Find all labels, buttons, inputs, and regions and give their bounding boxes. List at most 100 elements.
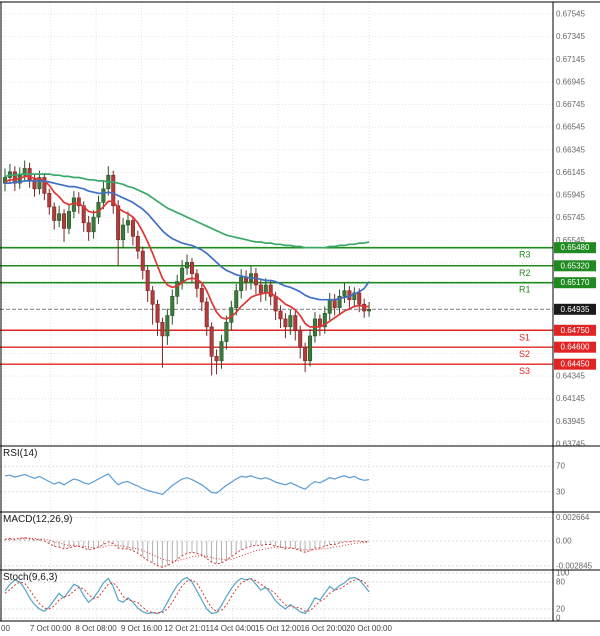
candle-body xyxy=(219,341,224,362)
candle-body xyxy=(86,222,91,233)
level-s2-badge-label: 0.64600 xyxy=(561,343,590,352)
price-tick-label: 0.66145 xyxy=(556,168,585,177)
candle-body xyxy=(150,290,155,305)
x-axis-label: 8 Oct 08:00 xyxy=(75,624,117,633)
level-r3-badge xyxy=(554,242,596,254)
x-axis-label: 20 Oct 00:00 xyxy=(346,624,392,633)
macd-panel-label: MACD(12,26,9) xyxy=(3,514,73,525)
candle-body xyxy=(57,213,62,221)
stoch-tick-label: 0 xyxy=(556,614,561,623)
level-r3-badge-label: 0.65480 xyxy=(561,243,590,252)
level-s3-badge-label: 0.64450 xyxy=(561,360,590,369)
rsi-line xyxy=(4,473,370,496)
macd-line xyxy=(4,536,370,568)
candle-body xyxy=(37,177,42,190)
candle-body xyxy=(12,171,17,184)
candle-body xyxy=(258,284,263,294)
candle-body xyxy=(204,301,209,328)
candle-body xyxy=(145,269,150,291)
support-label-s3: S3 xyxy=(519,366,530,376)
candle-body xyxy=(170,296,175,316)
stoch-tick-label: 100 xyxy=(556,569,570,578)
candle-body xyxy=(130,220,135,237)
candle-body xyxy=(209,326,214,357)
candle-body xyxy=(189,262,194,274)
macd-tick-label: 0.00 xyxy=(556,537,572,546)
price-tick-label: 0.66545 xyxy=(556,123,585,132)
candle-body xyxy=(135,236,140,252)
candle-body xyxy=(263,284,268,294)
x-axis-label: 16 Oct 20:00 xyxy=(301,624,347,633)
x-axis-label: 9 Oct 16:00 xyxy=(121,624,163,633)
resistance-label-r3: R3 xyxy=(519,250,531,260)
candle-body xyxy=(76,197,81,207)
candle-body xyxy=(22,168,27,176)
macd-tick-label: -0.002845 xyxy=(556,561,593,570)
price-tick-label: 0.65745 xyxy=(556,213,585,222)
candle-body xyxy=(322,312,327,328)
price-tick-label: 0.65945 xyxy=(556,191,585,200)
candle-body xyxy=(293,315,298,331)
level-r1-badge xyxy=(554,277,596,289)
price-tick-label: 0.64145 xyxy=(556,394,585,403)
price-tick-label: 0.66745 xyxy=(556,100,585,109)
candle-body xyxy=(47,193,52,208)
price-tick-label: 0.67345 xyxy=(556,32,585,41)
candle-body xyxy=(352,292,357,301)
stoch-tick-label: 20 xyxy=(556,605,565,614)
resistance-label-r2: R2 xyxy=(519,268,531,278)
level-r1-badge-label: 0.65170 xyxy=(561,278,590,287)
level-s3-badge xyxy=(554,358,596,370)
price-tick-label: 0.63745 xyxy=(556,439,585,448)
candle-body xyxy=(327,299,332,314)
candle-body xyxy=(121,224,126,241)
candle-body xyxy=(126,220,131,226)
level-r2-badge-label: 0.65320 xyxy=(561,261,590,270)
candle-body xyxy=(180,267,185,282)
level-r2-badge xyxy=(554,260,596,272)
stoch-d-line xyxy=(4,578,370,614)
rsi-tick-label: 30 xyxy=(556,487,565,496)
candle-body xyxy=(224,322,229,342)
price-tick-label: 0.67545 xyxy=(556,10,585,19)
candle-body xyxy=(91,216,96,233)
support-label-s2: S2 xyxy=(519,349,530,359)
candle-body xyxy=(66,211,71,229)
candle-body xyxy=(303,346,308,362)
candle-body xyxy=(32,179,37,190)
price-tick-label: 0.67145 xyxy=(556,55,585,64)
candle-body xyxy=(308,335,313,362)
candle-body xyxy=(160,322,165,337)
level-s1-badge-label: 0.64750 xyxy=(561,326,590,335)
candle-body xyxy=(185,262,190,269)
candle-body xyxy=(165,315,170,337)
x-axis-label: 12 Oct 21:01 xyxy=(164,624,210,633)
candle-body xyxy=(239,276,244,291)
x-axis-label: 14 Oct 04:00 xyxy=(210,624,256,633)
price-tick-label: 0.66945 xyxy=(556,77,585,86)
candle-body xyxy=(278,310,283,320)
candle-body xyxy=(116,205,121,241)
candle-body xyxy=(332,299,337,308)
current-price-badge xyxy=(554,303,596,315)
ma-fast-red xyxy=(4,175,370,328)
candle-body xyxy=(214,355,219,362)
candle-body xyxy=(337,296,342,308)
candle-body xyxy=(155,303,160,323)
x-axis-label: 7 Oct 00:00 xyxy=(30,624,72,633)
candle-body xyxy=(283,318,288,328)
ma-mid-blue xyxy=(5,180,370,301)
stoch-k-line xyxy=(4,576,370,615)
x-axis-label: 00 xyxy=(1,624,10,633)
resistance-label-r1: R1 xyxy=(519,285,531,295)
candle-body xyxy=(273,296,278,312)
candle-body xyxy=(111,174,116,207)
x-axis-label: 15 Oct 12:00 xyxy=(255,624,301,633)
candle-body xyxy=(342,290,347,297)
level-s2-badge xyxy=(554,341,596,353)
stoch-tick-label: 80 xyxy=(556,578,565,587)
candle-body xyxy=(357,292,362,305)
price-tick-label: 0.63945 xyxy=(556,417,585,426)
candle-body xyxy=(288,315,293,328)
